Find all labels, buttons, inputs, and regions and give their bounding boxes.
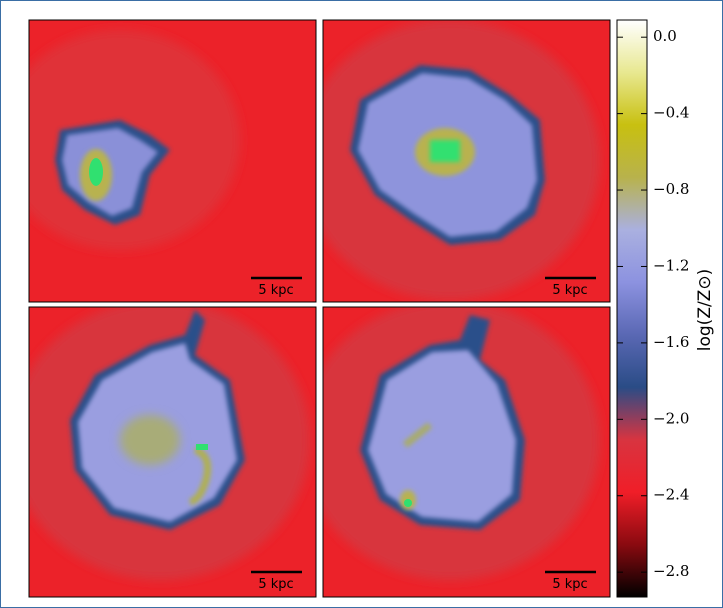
tick-label: −2.0 — [653, 409, 689, 427]
scale-bar-label: 5 kpc — [552, 577, 587, 592]
colorbar-label: log(Z/Z⊙) — [695, 269, 715, 351]
panel — [300, 300, 610, 597]
tick-label: −0.4 — [653, 104, 689, 122]
panel — [300, 20, 610, 302]
figure: 5 kpc 5 kpc 5 kpc 5 kpc log(Z/Z⊙) 0.0 −0.… — [0, 0, 723, 608]
scale-bar-label: 5 kpc — [258, 283, 293, 298]
colorbar — [617, 20, 647, 597]
tick-label: −2.4 — [653, 486, 689, 504]
scale-bar-label: 5 kpc — [552, 283, 587, 298]
tick-label: −2.8 — [653, 562, 689, 580]
tick-label: −1.6 — [653, 333, 689, 351]
panel — [0, 20, 316, 302]
scale-bar-label: 5 kpc — [258, 577, 293, 592]
panel — [10, 300, 316, 597]
tick-label: −0.8 — [653, 180, 689, 198]
tick-label: −1.2 — [653, 256, 689, 274]
tick-label: 0.0 — [653, 27, 677, 45]
